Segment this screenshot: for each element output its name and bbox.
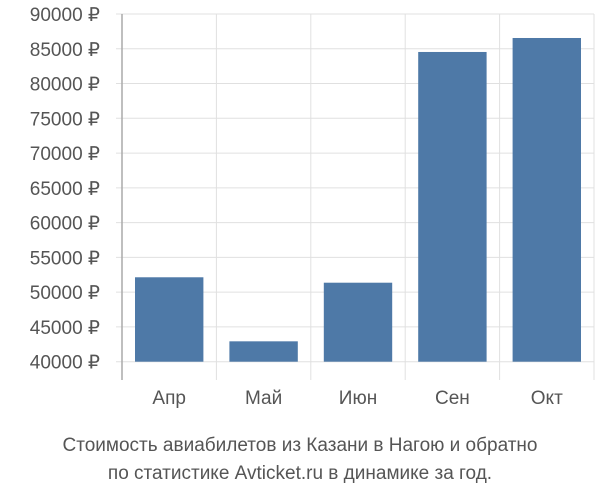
bar-Сен (418, 51, 487, 362)
bar-chart: 40000 ₽ 45000 ₽ 50000 ₽ 55000 ₽ 60000 ₽ 65000… (30, 5, 595, 409)
bar-Май (229, 341, 298, 362)
bar-Апр (135, 277, 204, 362)
bar-Окт (512, 37, 581, 362)
chart-caption: Стоимость авиабилетов из Казани в Нагою … (0, 432, 600, 488)
x-tick-label: Апр (152, 388, 186, 409)
y-tick-label: 45000 ₽ (30, 318, 100, 339)
y-tick-label: 90000 ₽ (30, 5, 100, 26)
x-tick-label: Сен (435, 388, 470, 409)
y-tick-label: 80000 ₽ (30, 75, 100, 96)
y-tick-label: 85000 ₽ (30, 40, 100, 61)
x-tick-label: Май (245, 388, 282, 409)
y-tick-label: 70000 ₽ (30, 144, 100, 165)
y-tick-label: 55000 ₽ (30, 248, 100, 269)
y-tick-label: 75000 ₽ (30, 109, 100, 130)
y-tick-label: 60000 ₽ (30, 214, 100, 235)
y-tick-label: 65000 ₽ (30, 179, 100, 200)
bar-Июн (323, 282, 393, 362)
x-tick-label: Июн (339, 388, 377, 409)
x-tick-label: Окт (531, 388, 563, 409)
caption-line-1: Стоимость авиабилетов из Казани в Нагою … (62, 435, 538, 456)
y-tick-label: 50000 ₽ (30, 283, 100, 304)
caption-line-2: по статистике Avticket.ru в динамике за … (107, 463, 493, 484)
y-tick-label: 40000 ₽ (30, 353, 100, 374)
